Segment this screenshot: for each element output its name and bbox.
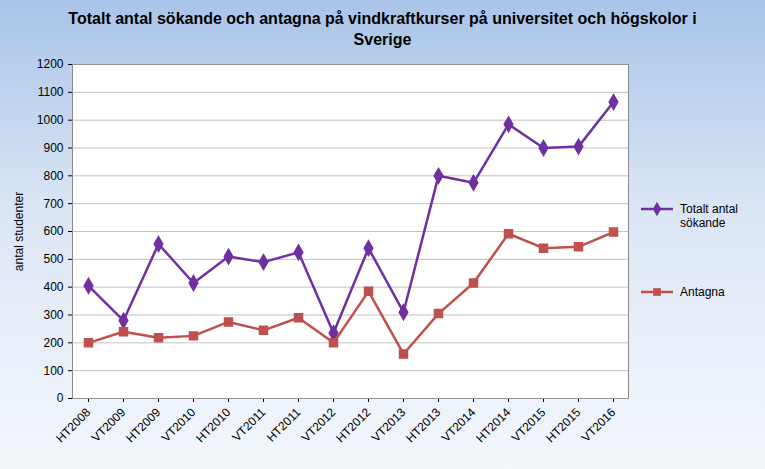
- svg-text:VT2016: VT2016: [579, 405, 619, 445]
- svg-text:300: 300: [43, 308, 63, 322]
- svg-text:400: 400: [43, 280, 63, 294]
- svg-text:HT2015: HT2015: [543, 405, 583, 445]
- svg-text:HT2012: HT2012: [333, 405, 373, 445]
- svg-text:VT2012: VT2012: [299, 405, 339, 445]
- svg-text:0: 0: [57, 391, 64, 405]
- svg-text:VT2015: VT2015: [509, 405, 549, 445]
- svg-text:HT2010: HT2010: [193, 405, 233, 445]
- svg-text:1100: 1100: [38, 85, 64, 99]
- svg-text:antal studenter: antal studenter: [12, 192, 26, 271]
- svg-text:1000: 1000: [37, 113, 64, 127]
- svg-text:500: 500: [43, 252, 63, 266]
- svg-text:HT2009: HT2009: [123, 405, 163, 445]
- html-text:Totalt antal sökande: Totalt antal sökande: [680, 202, 738, 230]
- html-text:Totalt antal sökande och antag: Totalt antal sökande och antagna på vind…: [68, 10, 697, 48]
- svg-text:HT2014: HT2014: [473, 405, 513, 445]
- svg-text:700: 700: [43, 197, 63, 211]
- svg-text:VT2014: VT2014: [439, 405, 479, 445]
- svg-text:VT2013: VT2013: [369, 405, 409, 445]
- svg-text:600: 600: [43, 224, 63, 238]
- svg-text:800: 800: [43, 169, 63, 183]
- svg-text:VT2011: VT2011: [229, 405, 268, 444]
- svg-text:VT2009: VT2009: [89, 405, 129, 445]
- html-text:Antagna: Antagna: [680, 285, 725, 299]
- svg-text:HT2011: HT2011: [264, 405, 304, 445]
- svg-text:900: 900: [43, 141, 63, 155]
- svg-text:200: 200: [43, 336, 63, 350]
- svg-text:VT2010: VT2010: [159, 405, 199, 445]
- svg-text:HT2008: HT2008: [53, 405, 93, 445]
- svg-text:1200: 1200: [37, 57, 64, 71]
- svg-text:HT2013: HT2013: [403, 405, 443, 445]
- svg-text:100: 100: [43, 364, 63, 378]
